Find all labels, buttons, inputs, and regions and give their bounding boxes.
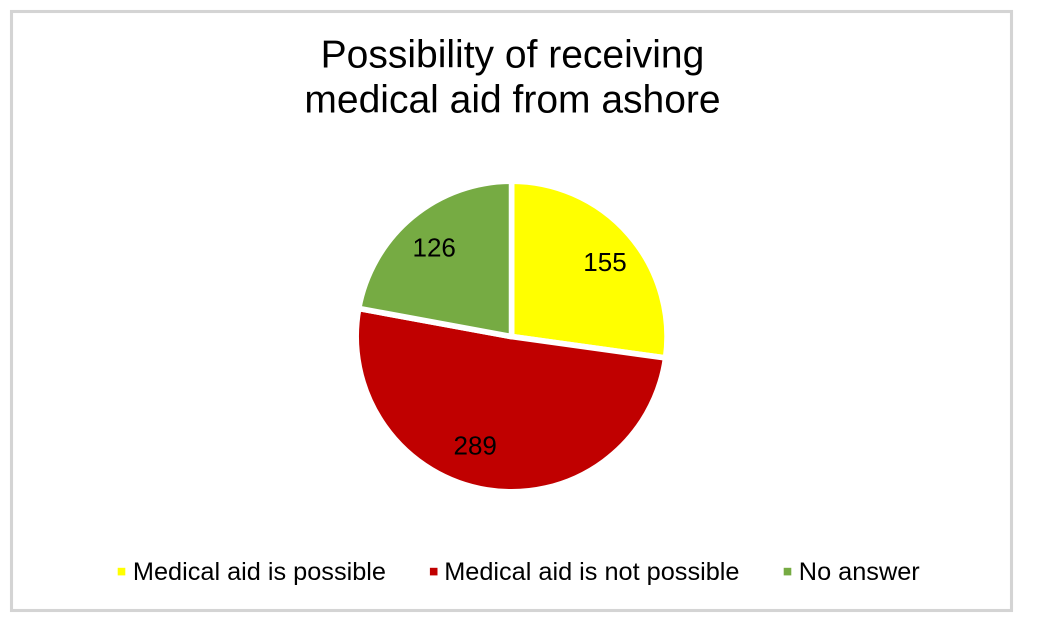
svg-text:Medical aid is possible: Medical aid is possible bbox=[133, 558, 386, 586]
svg-text:126: 126 bbox=[413, 233, 456, 263]
svg-text:155: 155 bbox=[583, 247, 626, 277]
svg-text:Medical aid is not possible: Medical aid is not possible bbox=[444, 558, 739, 586]
svg-text:Possibility of receiving: Possibility of receiving bbox=[321, 34, 705, 77]
svg-text:medical aid from ashore: medical aid from ashore bbox=[304, 79, 720, 122]
svg-text:No answer: No answer bbox=[799, 558, 920, 586]
svg-text:289: 289 bbox=[454, 431, 497, 461]
